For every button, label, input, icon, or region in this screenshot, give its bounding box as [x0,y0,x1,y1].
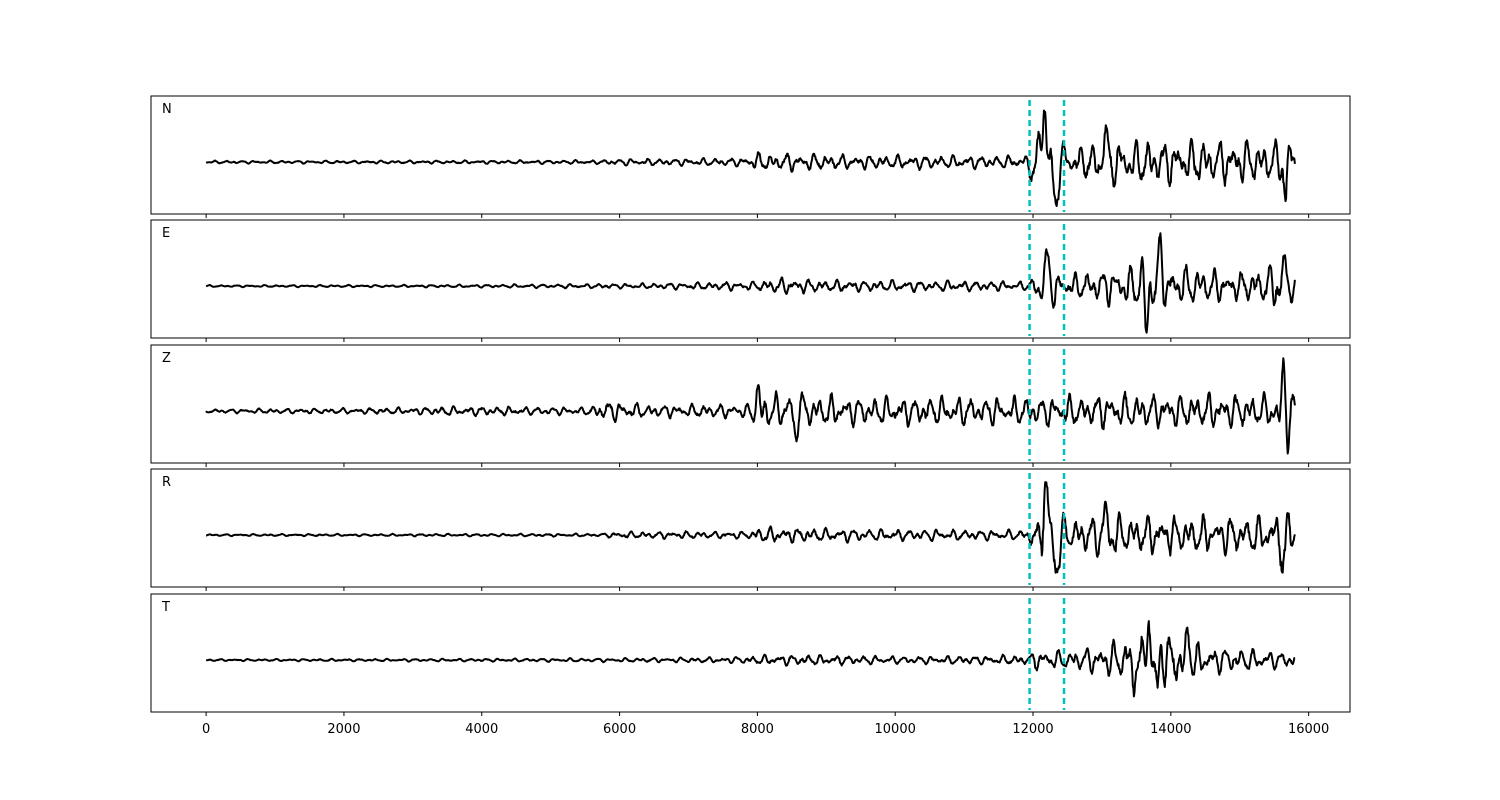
x-tick-label: 10000 [875,722,916,737]
trace-z [205,357,1296,455]
panel-label-r: R [162,475,171,490]
panel-e: E [150,219,1351,342]
trace-t [205,620,1296,698]
panel-frame [150,593,1351,713]
panel-t: T [150,593,1351,716]
x-tick-label: 4000 [465,722,498,737]
x-tick-label: 0 [202,722,210,737]
trace-e [205,232,1296,334]
panel-n: N [150,95,1351,218]
panel-frame [150,344,1351,464]
trace-n [205,109,1296,207]
panel-frame [150,219,1351,339]
x-tick-label: 12000 [1012,722,1053,737]
x-tick-label: 6000 [603,722,636,737]
panel-label-e: E [162,226,170,241]
panel-label-n: N [162,102,172,117]
panel-frame [150,468,1351,588]
panel-r: R [150,468,1351,591]
x-tick-label: 16000 [1288,722,1329,737]
x-tick-label: 8000 [741,722,774,737]
panel-z: Z [150,344,1351,467]
x-tick-label: 14000 [1150,722,1191,737]
x-tick-label: 2000 [327,722,360,737]
trace-r [205,481,1296,574]
panel-frame [150,95,1351,215]
panel-label-t: T [161,600,170,615]
panel-label-z: Z [162,351,171,366]
